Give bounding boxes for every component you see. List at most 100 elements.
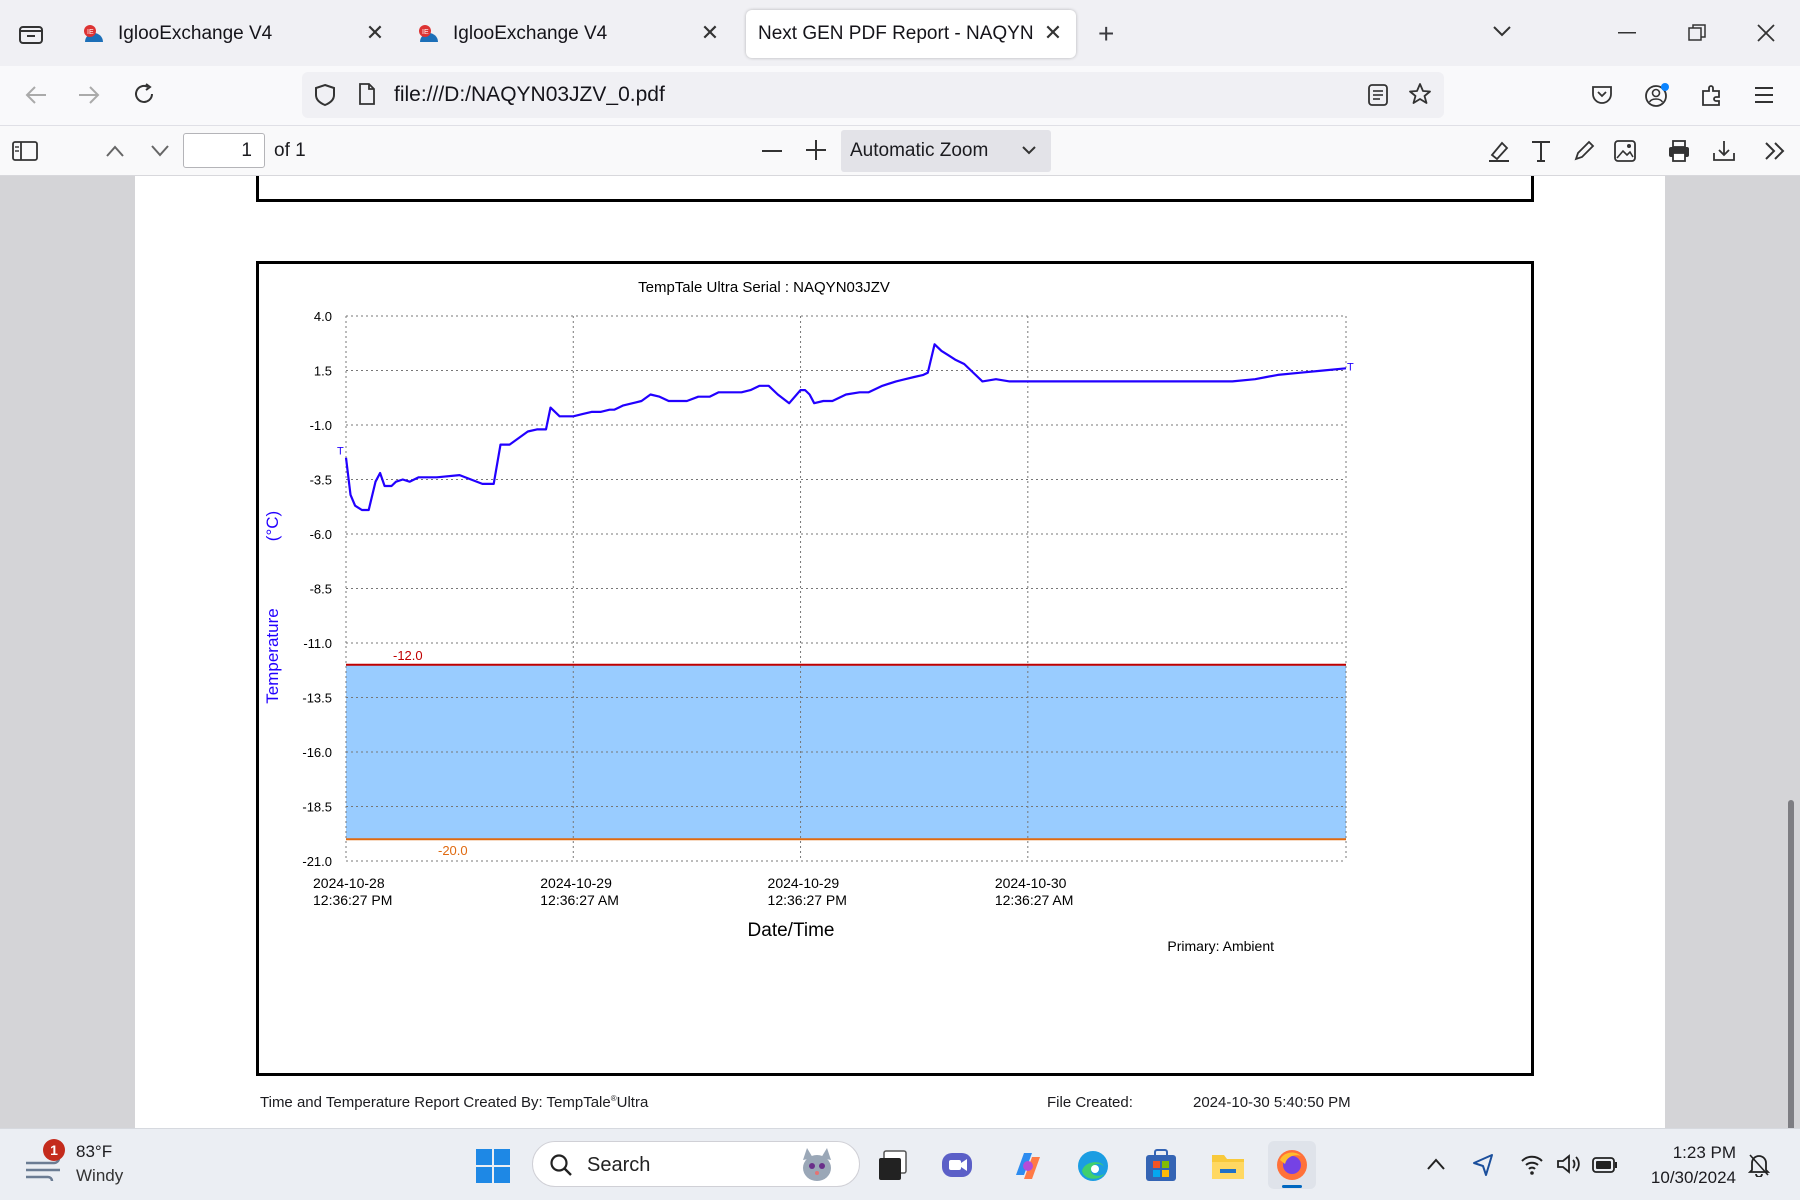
- x-tick-date: 2024-10-29: [540, 875, 612, 891]
- chevron-down-icon: [1021, 130, 1037, 188]
- volume-icon[interactable]: [1556, 1153, 1582, 1175]
- lower-limit-label: -20.0: [438, 843, 468, 858]
- igloo-favicon-icon: IE: [417, 22, 441, 46]
- x-tick-time: 12:36:27 AM: [995, 892, 1074, 908]
- x-axis-label: Date/Time: [748, 920, 835, 941]
- y-tick-label: -3.5: [310, 473, 332, 488]
- bookmark-star-icon[interactable]: [1408, 82, 1432, 106]
- vertical-scrollbar[interactable]: [1788, 800, 1794, 1128]
- y-tick-label: 1.5: [314, 364, 332, 379]
- tab-pdf-report[interactable]: Next GEN PDF Report - NAQYN03JZ ✕: [746, 10, 1076, 58]
- forward-icon[interactable]: [77, 84, 101, 106]
- tab-igloo-2[interactable]: IE IglooExchange V4 ✕: [405, 10, 735, 58]
- close-window-icon[interactable]: [1756, 23, 1776, 43]
- temperature-series-line: [344, 343, 1347, 512]
- new-tab-icon[interactable]: +: [1098, 18, 1115, 49]
- notification-bell-icon[interactable]: [1748, 1153, 1770, 1177]
- tab-igloo-1[interactable]: IE IglooExchange V4 ✕: [70, 10, 400, 58]
- search-highlight-icon: [797, 1146, 837, 1184]
- x-tick-time: 12:36:27 PM: [768, 892, 847, 908]
- tab-strip: IE IglooExchange V4 ✕ IE IglooExchange V…: [0, 0, 1800, 66]
- extensions-icon[interactable]: [1699, 83, 1723, 107]
- x-tick-date: 2024-10-28: [313, 875, 385, 891]
- file-explorer-icon[interactable]: [1210, 1149, 1246, 1183]
- created-by-suffix: Ultra: [616, 1094, 649, 1111]
- taskbar-search[interactable]: Search: [532, 1141, 860, 1187]
- list-all-tabs-icon[interactable]: [18, 22, 44, 46]
- zoom-select[interactable]: Automatic Zoom: [841, 130, 1051, 172]
- shield-icon[interactable]: [314, 83, 336, 107]
- chart-title: TempTale Ultra Serial : NAQYN03JZV: [638, 279, 890, 296]
- app-menu-icon[interactable]: [1754, 86, 1774, 104]
- tab-label: Next GEN PDF Report - NAQYN03JZ: [758, 23, 1034, 44]
- zoom-out-icon[interactable]: [762, 150, 782, 153]
- file-icon: [358, 83, 376, 105]
- pocket-icon[interactable]: [1591, 84, 1613, 106]
- battery-icon[interactable]: [1592, 1157, 1618, 1173]
- task-view-icon[interactable]: [876, 1149, 910, 1183]
- reload-icon[interactable]: [132, 82, 156, 106]
- show-hidden-icons-chevron-icon[interactable]: [1426, 1157, 1446, 1171]
- page-count: of 1: [274, 140, 306, 161]
- y-tick-label: 4.0: [314, 309, 332, 324]
- pdf-page: 4.0 1.5 -1.0 -3.5 -6.0 -8.5 -11.0 -13.5 -16.0 -18…: [135, 176, 1665, 1128]
- location-icon[interactable]: [1472, 1153, 1494, 1177]
- y-axis-label: Temperature: [263, 608, 282, 703]
- add-image-icon[interactable]: [1614, 140, 1636, 162]
- microsoft-store-icon[interactable]: [1144, 1149, 1178, 1183]
- tools-overflow-icon[interactable]: [1764, 141, 1786, 161]
- registered-mark: ®: [610, 1094, 617, 1103]
- created-by-label: Time and Temperature Report Created By: …: [260, 1094, 611, 1111]
- close-tab-icon[interactable]: ✕: [700, 20, 720, 45]
- windows-start-icon[interactable]: [476, 1149, 510, 1183]
- tab-overflow-chevron-icon[interactable]: [1492, 24, 1512, 38]
- clock-time[interactable]: 1:23 PM: [1672, 1143, 1736, 1162]
- next-page-icon[interactable]: [150, 144, 170, 158]
- text-tool-icon[interactable]: [1530, 139, 1552, 163]
- zoom-in-icon[interactable]: [806, 140, 826, 160]
- pdf-viewer[interactable]: 4.0 1.5 -1.0 -3.5 -6.0 -8.5 -11.0 -13.5 -16.0 -18…: [0, 176, 1800, 1128]
- legend-primary: Primary: Ambient: [1167, 938, 1274, 954]
- back-icon[interactable]: [24, 84, 48, 106]
- navigation-bar: file:///D:/NAQYN03JZV_0.pdf: [0, 66, 1800, 126]
- file-created-label: File Created:: [1047, 1094, 1133, 1111]
- account-icon[interactable]: [1644, 82, 1670, 108]
- save-download-icon[interactable]: [1712, 139, 1736, 163]
- page-number-input[interactable]: 1: [183, 133, 265, 168]
- search-label: Search: [587, 1154, 651, 1176]
- y-axis-unit: (°C): [263, 511, 282, 541]
- upper-limit-label: -12.0: [393, 648, 423, 663]
- url-text[interactable]: file:///D:/NAQYN03JZV_0.pdf: [394, 83, 665, 106]
- previous-page-icon[interactable]: [105, 144, 125, 158]
- report-created-by: Time and Temperature Report Created By: …: [260, 1094, 648, 1111]
- sidebar-toggle-icon[interactable]: [12, 141, 38, 161]
- highlight-icon[interactable]: [1487, 139, 1511, 163]
- close-tab-icon[interactable]: ✕: [1043, 20, 1063, 45]
- y-tick-label: -6.0: [310, 527, 332, 542]
- start-marker: T: [337, 446, 344, 458]
- copilot-icon[interactable]: [1010, 1149, 1046, 1183]
- firefox-taskbar-button[interactable]: [1268, 1141, 1316, 1189]
- draw-icon[interactable]: [1572, 139, 1596, 163]
- svg-text:IE: IE: [87, 29, 94, 36]
- clock-date[interactable]: 10/30/2024: [1650, 1168, 1736, 1187]
- url-bar[interactable]: file:///D:/NAQYN03JZV_0.pdf: [302, 72, 1444, 118]
- zoom-select-value: Automatic Zoom: [850, 140, 989, 161]
- minimize-icon[interactable]: [1618, 32, 1636, 34]
- end-marker: T: [1347, 361, 1354, 373]
- weather-temp[interactable]: 83°F: [76, 1142, 113, 1161]
- restore-icon[interactable]: [1688, 24, 1706, 42]
- y-tick-label: -16.0: [302, 745, 332, 760]
- previous-section-box: [256, 176, 1534, 202]
- wifi-icon[interactable]: [1520, 1153, 1544, 1175]
- weather-desc[interactable]: Windy: [76, 1166, 124, 1185]
- y-tick-label: -8.5: [310, 582, 332, 597]
- edge-icon[interactable]: [1076, 1149, 1110, 1183]
- close-tab-icon[interactable]: ✕: [365, 20, 385, 45]
- temperature-chart: 4.0 1.5 -1.0 -3.5 -6.0 -8.5 -11.0 -13.5 -16.0 -18…: [263, 279, 1354, 954]
- teams-icon[interactable]: [940, 1149, 976, 1183]
- weather-alert-badge: 1: [43, 1139, 65, 1161]
- taskbar: 1 83°F Windy Search 1:23 PM 10/30/2024: [0, 1128, 1800, 1200]
- print-icon[interactable]: [1667, 139, 1691, 163]
- reader-view-icon[interactable]: [1368, 84, 1388, 106]
